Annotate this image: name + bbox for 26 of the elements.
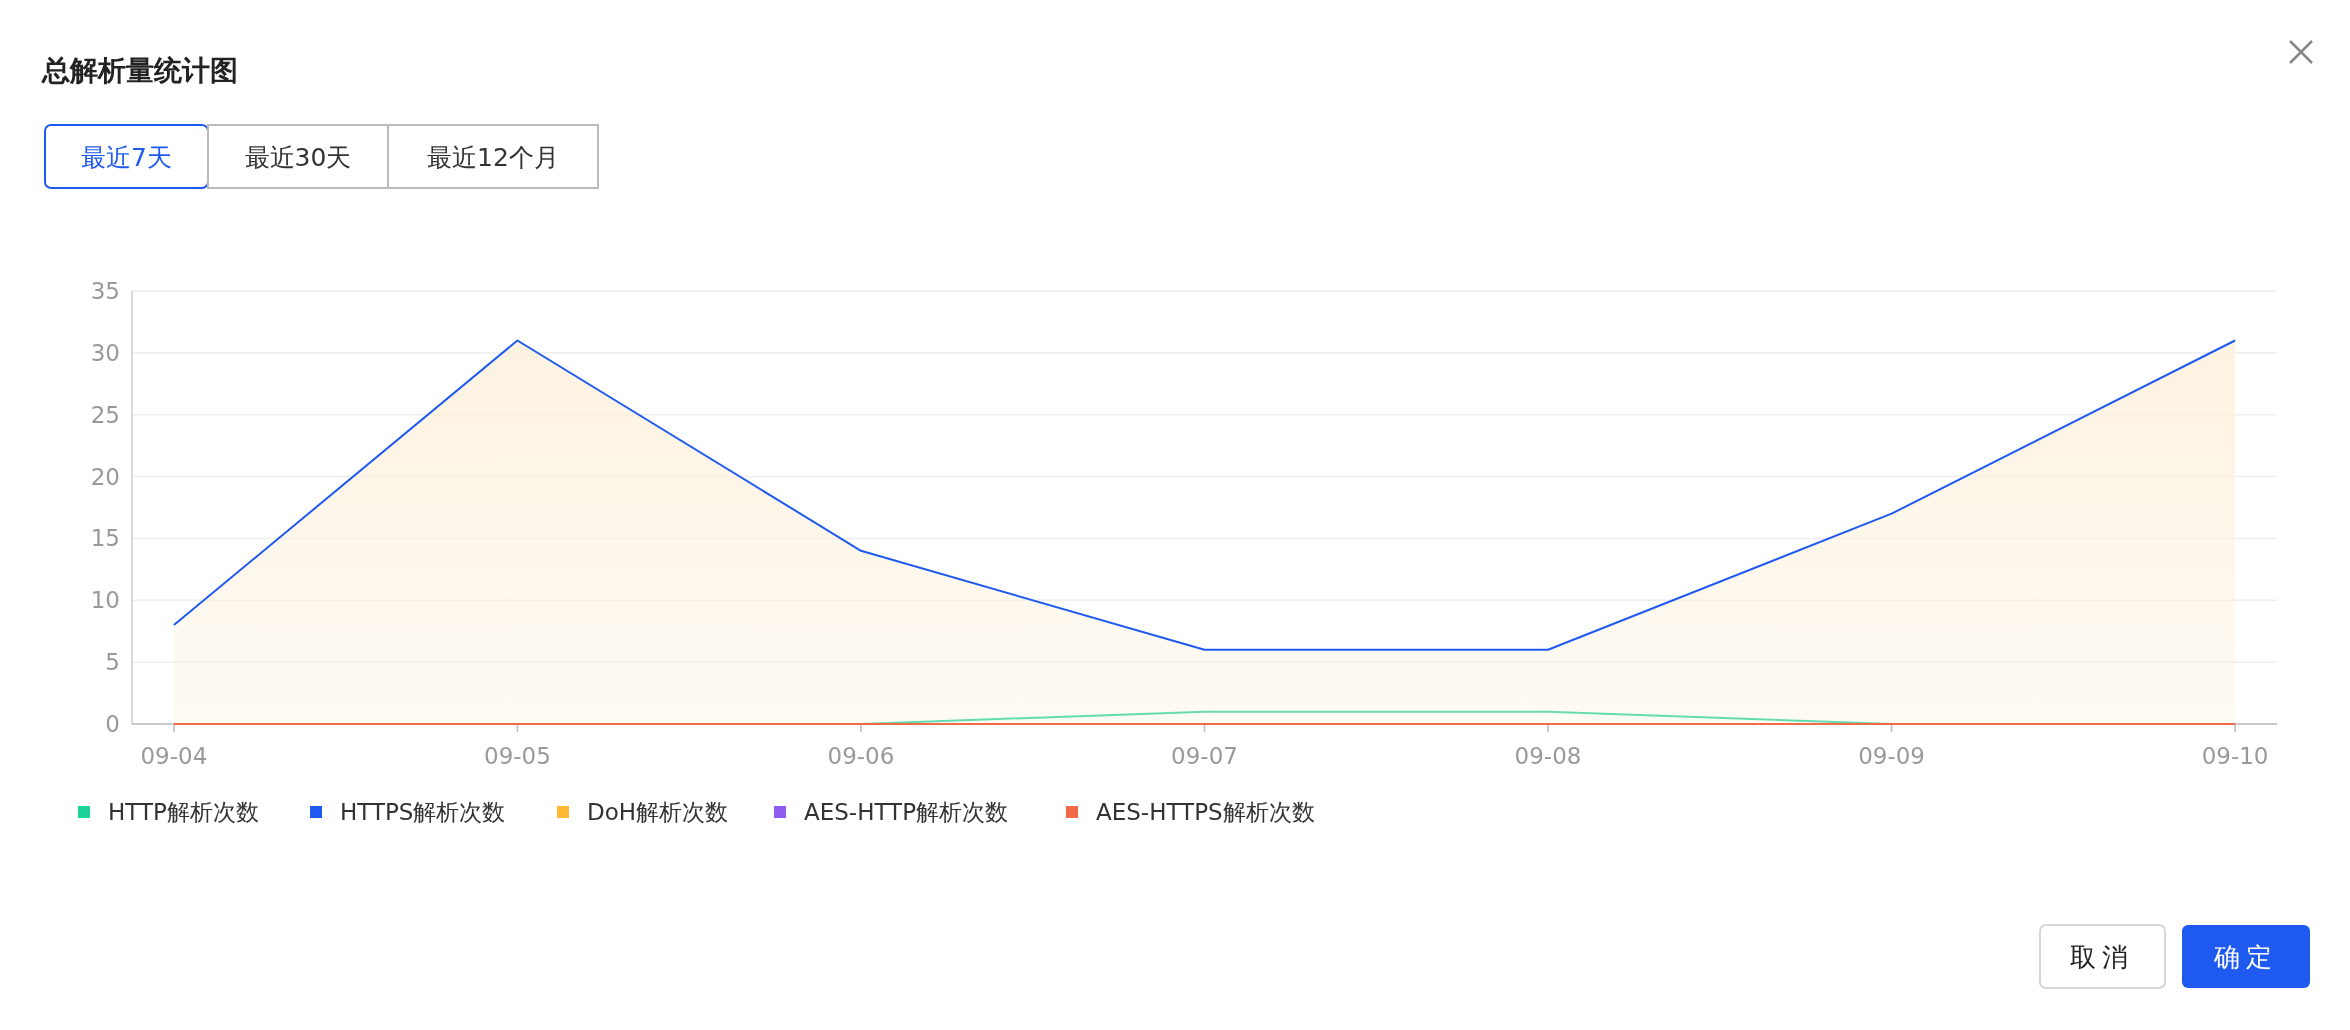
text: 确定 [2213,942,2278,972]
y-tick-label: 0 [105,711,120,737]
x-tick-label: 09-06 [827,743,895,769]
x-tick-label: 09-07 [1171,743,1238,769]
x-tick-label: 09-08 [1514,743,1582,769]
legend-label: AES-HTTP解析次数 [804,799,1009,825]
y-tick-label: 20 [90,463,120,490]
y-tick-label: 15 [90,525,120,552]
x-tick-label: 09-09 [1858,743,1925,769]
text: 取消 [2070,942,2134,972]
x-tick-label: 09-05 [484,743,551,769]
legend-label: AES-HTTPS解析次数 [1096,799,1315,825]
text: 最近30天 [244,142,352,172]
x-tick-label: 09-04 [140,743,208,769]
legend-label: DoH解析次数 [587,799,729,825]
chart-title: 总解析量统计图 [41,53,238,87]
legend-label: HTTPS解析次数 [340,799,506,825]
y-tick-label: 35 [90,278,120,304]
text: 最近12个月 [427,142,559,172]
x-tick-label: 09-10 [2201,743,2269,769]
legend-label: HTTP解析次数 [108,799,259,825]
y-tick-label: 30 [90,339,120,366]
y-tick-label: 25 [90,401,120,428]
y-tick-label: 5 [105,649,120,676]
text: 最近7天 [81,142,172,172]
y-tick-label: 10 [90,587,120,614]
